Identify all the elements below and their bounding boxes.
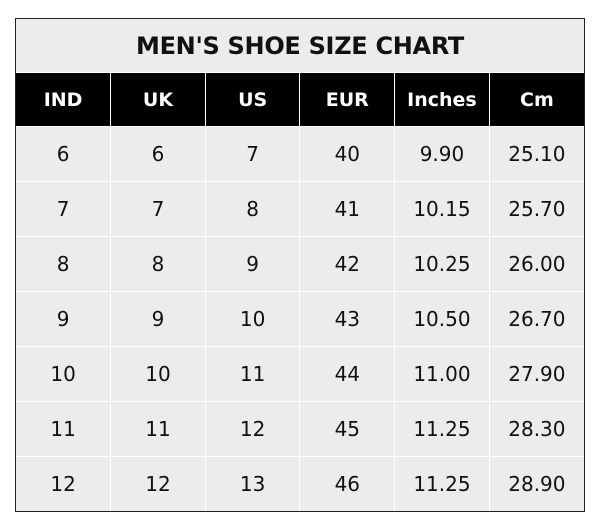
- table-row: 9 9 10 43 10.50 26.70: [16, 291, 584, 347]
- table-cell: 40: [299, 126, 396, 182]
- column-header: US: [204, 73, 301, 127]
- table-cell: 11: [16, 401, 112, 457]
- table-cell: 10: [110, 346, 206, 402]
- table-cell: 25.70: [488, 181, 584, 237]
- table-cell: 44: [299, 346, 396, 402]
- table-cell: 12: [16, 456, 112, 511]
- table-cell: 11.25: [394, 401, 490, 457]
- table-cell: 12: [204, 401, 301, 457]
- table-cell: 42: [299, 236, 396, 292]
- table-cell: 10.25: [394, 236, 490, 292]
- table-cell: 11.25: [394, 456, 490, 511]
- table-cell: 10.50: [394, 291, 490, 347]
- table-cell: 26.00: [488, 236, 584, 292]
- table-cell: 28.90: [488, 456, 584, 511]
- table-cell: 9.90: [394, 126, 490, 182]
- table-cell: 7: [110, 181, 206, 237]
- table-cell: 45: [299, 401, 396, 457]
- table-row: 10 10 11 44 11.00 27.90: [16, 346, 584, 402]
- table-cell: 41: [299, 181, 396, 237]
- table-cell: 8: [204, 181, 301, 237]
- table-row: 7 7 8 41 10.15 25.70: [16, 181, 584, 237]
- table-cell: 10: [16, 346, 112, 402]
- table-cell: 7: [16, 181, 112, 237]
- table-cell: 6: [110, 126, 206, 182]
- table-cell: 46: [299, 456, 396, 511]
- table-cell: 26.70: [488, 291, 584, 347]
- table-cell: 9: [110, 291, 206, 347]
- column-header: Inches: [394, 73, 490, 127]
- table-cell: 10: [204, 291, 301, 347]
- table-cell: 11: [204, 346, 301, 402]
- size-chart: MEN'S SHOE SIZE CHART IND UK US EUR Inches Cm…: [15, 18, 585, 512]
- header-row: IND UK US EUR Inches Cm: [16, 73, 584, 127]
- table-row: 6 6 7 40 9.90 25.10: [16, 126, 584, 182]
- table-row: 11 11 12 45 11.25 28.30: [16, 401, 584, 457]
- table-cell: 11: [110, 401, 206, 457]
- table-cell: 25.10: [488, 126, 584, 182]
- table-cell: 8: [16, 236, 112, 292]
- table-cell: 7: [204, 126, 301, 182]
- table-cell: 9: [204, 236, 301, 292]
- table-cell: 27.90: [488, 346, 584, 402]
- column-header: UK: [110, 73, 206, 127]
- table-cell: 6: [16, 126, 112, 182]
- column-header: IND: [16, 73, 112, 127]
- table-row: 8 8 9 42 10.25 26.00: [16, 236, 584, 292]
- table-cell: 11.00: [394, 346, 490, 402]
- table-cell: 8: [110, 236, 206, 292]
- table-cell: 13: [204, 456, 301, 511]
- table-row: 12 12 13 46 11.25 28.90: [16, 456, 584, 511]
- table-cell: 12: [110, 456, 206, 511]
- table-cell: 9: [16, 291, 112, 347]
- size-table: IND UK US EUR Inches Cm 6 6 7 40 9.90 25.10 7 7 8 41 10…: [16, 73, 584, 511]
- chart-title: MEN'S SHOE SIZE CHART: [16, 19, 584, 73]
- column-header: EUR: [299, 73, 396, 127]
- column-header: Cm: [488, 73, 584, 127]
- table-cell: 10.15: [394, 181, 490, 237]
- table-cell: 43: [299, 291, 396, 347]
- table-cell: 28.30: [488, 401, 584, 457]
